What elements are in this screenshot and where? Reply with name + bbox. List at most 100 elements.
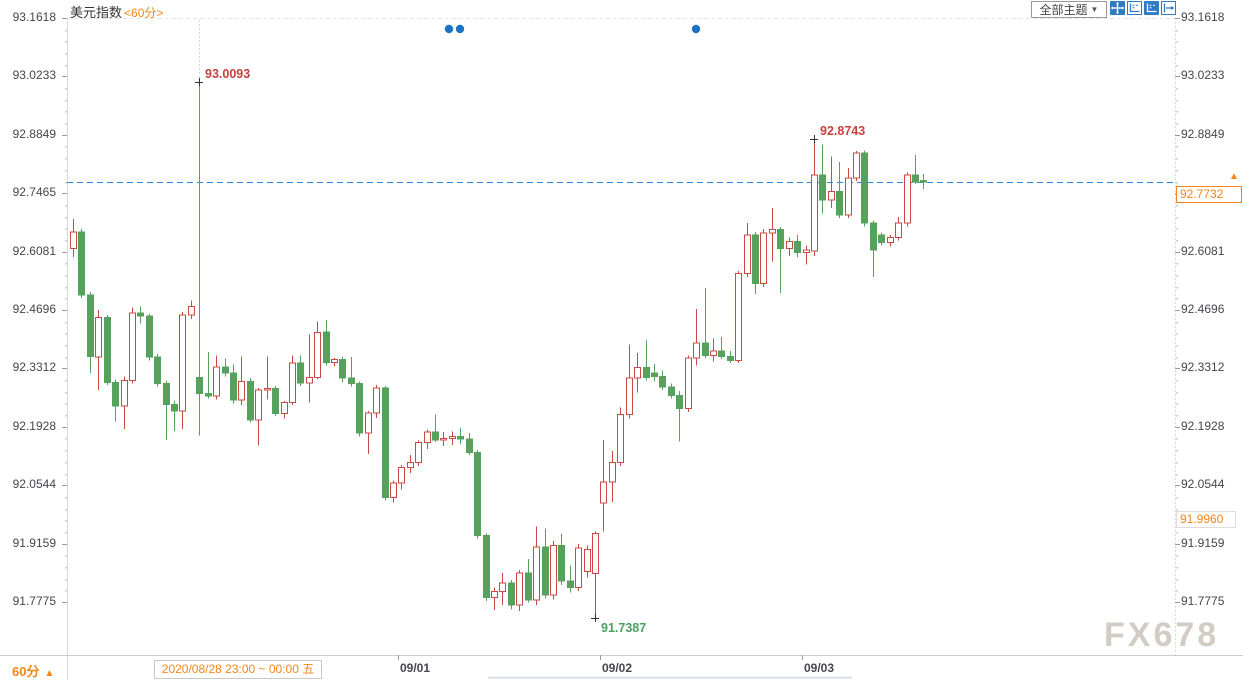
candle[interactable]: [281, 400, 288, 419]
candle[interactable]: [213, 355, 220, 400]
event-dot[interactable]: [444, 24, 454, 34]
candle[interactable]: [828, 156, 835, 208]
candle[interactable]: [887, 234, 894, 247]
candle[interactable]: [230, 364, 237, 404]
candle[interactable]: [794, 234, 801, 258]
candle[interactable]: [95, 309, 102, 391]
candle[interactable]: [533, 526, 540, 606]
candle[interactable]: [904, 172, 911, 227]
candle[interactable]: [104, 314, 111, 385]
candle[interactable]: [870, 220, 877, 277]
candle[interactable]: [339, 356, 346, 383]
candle[interactable]: [205, 352, 212, 399]
candle[interactable]: [668, 383, 675, 399]
candle[interactable]: [415, 440, 422, 466]
candle[interactable]: [575, 543, 582, 591]
candle[interactable]: [550, 541, 557, 600]
candle[interactable]: [163, 380, 170, 440]
candle[interactable]: [87, 292, 94, 374]
candle[interactable]: [196, 82, 203, 436]
candle[interactable]: [432, 414, 439, 442]
candle[interactable]: [424, 429, 431, 450]
candle[interactable]: [542, 528, 549, 599]
candle[interactable]: [188, 300, 195, 320]
candle[interactable]: [786, 237, 793, 256]
candle[interactable]: [727, 351, 734, 364]
candle[interactable]: [314, 321, 321, 380]
candle[interactable]: [297, 355, 304, 386]
candle[interactable]: [137, 306, 144, 324]
candle[interactable]: [70, 219, 77, 258]
candle[interactable]: [567, 565, 574, 593]
candle[interactable]: [264, 356, 271, 400]
candle[interactable]: [895, 217, 902, 241]
candle[interactable]: [365, 411, 372, 455]
candle[interactable]: [853, 151, 860, 181]
candle[interactable]: [643, 340, 650, 381]
candle[interactable]: [449, 431, 456, 445]
candle[interactable]: [617, 407, 624, 466]
candle[interactable]: [222, 358, 229, 377]
candle[interactable]: [382, 385, 389, 501]
shift-right-button[interactable]: [1161, 1, 1176, 15]
candle[interactable]: [179, 311, 186, 429]
candle[interactable]: [331, 357, 338, 367]
candle[interactable]: [398, 465, 405, 490]
candle[interactable]: [861, 150, 868, 227]
candle[interactable]: [306, 334, 313, 403]
candle[interactable]: [146, 314, 153, 361]
candle[interactable]: [508, 579, 515, 610]
candle[interactable]: [912, 155, 919, 185]
candle[interactable]: [78, 228, 85, 299]
candle[interactable]: [626, 344, 633, 419]
candle[interactable]: [760, 228, 767, 288]
candle[interactable]: [516, 570, 523, 612]
candle[interactable]: [769, 207, 776, 262]
candle[interactable]: [659, 370, 666, 391]
candle[interactable]: [499, 573, 506, 606]
candle[interactable]: [920, 174, 927, 190]
candle[interactable]: [710, 338, 717, 362]
candle[interactable]: [718, 336, 725, 359]
candle[interactable]: [685, 355, 692, 412]
candle[interactable]: [112, 379, 119, 422]
candle[interactable]: [600, 439, 607, 532]
candle[interactable]: [154, 354, 161, 387]
candle[interactable]: [483, 533, 490, 601]
fit-chart-button[interactable]: [1127, 1, 1142, 15]
candle[interactable]: [777, 227, 784, 293]
candle[interactable]: [819, 144, 826, 214]
candle[interactable]: [752, 232, 759, 294]
candle[interactable]: [356, 381, 363, 437]
candle[interactable]: [744, 222, 751, 277]
candle[interactable]: [466, 433, 473, 455]
candle[interactable]: [693, 309, 700, 366]
candle[interactable]: [457, 427, 464, 445]
candle[interactable]: [474, 449, 481, 539]
candle[interactable]: [634, 352, 641, 393]
candle[interactable]: [289, 355, 296, 406]
candle[interactable]: [373, 384, 380, 418]
move-tool-button[interactable]: [1110, 1, 1125, 15]
candle[interactable]: [247, 378, 254, 423]
candle[interactable]: [584, 545, 591, 578]
candle[interactable]: [845, 168, 852, 218]
candle[interactable]: [558, 533, 565, 585]
candle[interactable]: [390, 480, 397, 503]
candle[interactable]: [272, 385, 279, 417]
candle[interactable]: [440, 431, 447, 447]
candle[interactable]: [238, 356, 245, 406]
candle[interactable]: [836, 162, 843, 218]
auto-scale-button[interactable]: [1144, 1, 1159, 15]
candle[interactable]: [323, 319, 330, 366]
candle[interactable]: [651, 363, 658, 382]
theme-dropdown[interactable]: 全部主题 ▼: [1031, 1, 1107, 18]
candle[interactable]: [609, 450, 616, 503]
candle[interactable]: [407, 454, 414, 474]
candle[interactable]: [878, 233, 885, 246]
candle[interactable]: [129, 307, 136, 384]
candle[interactable]: [811, 139, 818, 256]
candle[interactable]: [803, 245, 810, 265]
candle[interactable]: [676, 390, 683, 442]
